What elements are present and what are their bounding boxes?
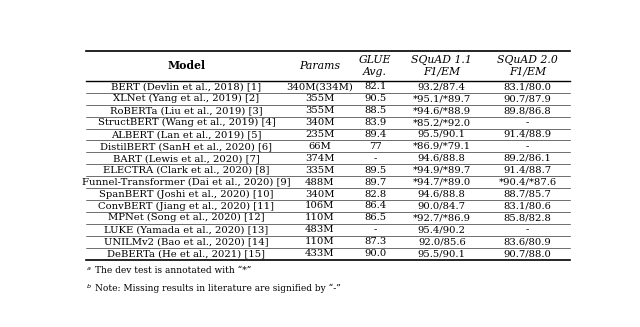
Text: 92.0/85.6: 92.0/85.6 [418, 237, 466, 246]
Text: ALBERT (Lan et al., 2019) [5]: ALBERT (Lan et al., 2019) [5] [111, 130, 262, 139]
Text: 94.6/88.8: 94.6/88.8 [418, 154, 466, 163]
Text: 95.5/90.1: 95.5/90.1 [418, 249, 466, 258]
Text: LUKE (Yamada et al., 2020) [13]: LUKE (Yamada et al., 2020) [13] [104, 225, 269, 234]
Text: 90.0/84.7: 90.0/84.7 [418, 201, 466, 211]
Text: SQuAD 2.0
F1/EM: SQuAD 2.0 F1/EM [497, 55, 558, 77]
Text: *95.1/*89.7: *95.1/*89.7 [413, 94, 471, 103]
Text: 91.4/88.7: 91.4/88.7 [504, 166, 552, 175]
Text: 340M(334M): 340M(334M) [286, 82, 353, 91]
Text: 91.4/88.9: 91.4/88.9 [504, 130, 552, 139]
Text: *92.7/*86.9: *92.7/*86.9 [413, 213, 471, 222]
Text: GLUE
Avg.: GLUE Avg. [359, 55, 392, 77]
Text: 90.7/87.9: 90.7/87.9 [504, 94, 552, 103]
Text: 89.7: 89.7 [364, 178, 387, 187]
Text: 89.4: 89.4 [364, 130, 387, 139]
Text: 95.5/90.1: 95.5/90.1 [418, 130, 466, 139]
Text: 235M: 235M [305, 130, 334, 139]
Text: 89.8/86.8: 89.8/86.8 [504, 106, 552, 115]
Text: 83.1/80.6: 83.1/80.6 [504, 201, 552, 211]
Text: XLNet (Yang et al., 2019) [2]: XLNet (Yang et al., 2019) [2] [113, 94, 259, 103]
Text: $^b$: $^b$ [86, 284, 92, 292]
Text: -: - [374, 154, 377, 163]
Text: SpanBERT (Joshi et al., 2020) [10]: SpanBERT (Joshi et al., 2020) [10] [99, 189, 274, 198]
Text: 110M: 110M [305, 213, 334, 222]
Text: 89.5: 89.5 [364, 166, 387, 175]
Text: 90.5: 90.5 [364, 94, 387, 103]
Text: 374M: 374M [305, 154, 334, 163]
Text: 90.0: 90.0 [364, 249, 387, 258]
Text: 82.1: 82.1 [364, 82, 387, 91]
Text: 355M: 355M [305, 106, 334, 115]
Text: 83.9: 83.9 [364, 118, 387, 127]
Text: DeBERTa (He et al., 2021) [15]: DeBERTa (He et al., 2021) [15] [108, 249, 266, 258]
Text: *90.4/*87.6: *90.4/*87.6 [499, 178, 557, 187]
Text: ELECTRA (Clark et al., 2020) [8]: ELECTRA (Clark et al., 2020) [8] [103, 166, 269, 175]
Text: 95.4/90.2: 95.4/90.2 [418, 225, 466, 234]
Text: 106M: 106M [305, 201, 334, 211]
Text: 93.2/87.4: 93.2/87.4 [418, 82, 466, 91]
Text: 88.7/85.7: 88.7/85.7 [504, 190, 552, 198]
Text: 483M: 483M [305, 225, 334, 234]
Text: *86.9/*79.1: *86.9/*79.1 [413, 142, 471, 151]
Text: 355M: 355M [305, 94, 334, 103]
Text: 66M: 66M [308, 142, 331, 151]
Text: *94.6/*88.9: *94.6/*88.9 [413, 106, 471, 115]
Text: 433M: 433M [305, 249, 334, 258]
Text: 77: 77 [369, 142, 381, 151]
Text: 488M: 488M [305, 178, 334, 187]
Text: -: - [526, 142, 529, 151]
Text: 83.6/80.9: 83.6/80.9 [504, 237, 552, 246]
Text: Params: Params [299, 61, 340, 71]
Text: The dev test is annotated with “*”: The dev test is annotated with “*” [95, 266, 252, 275]
Text: 94.6/88.8: 94.6/88.8 [418, 190, 466, 198]
Text: 88.5: 88.5 [364, 106, 387, 115]
Text: *85.2/*92.0: *85.2/*92.0 [413, 118, 471, 127]
Text: -: - [526, 225, 529, 234]
Text: 110M: 110M [305, 237, 334, 246]
Text: StructBERT (Wang et al., 2019) [4]: StructBERT (Wang et al., 2019) [4] [97, 118, 275, 127]
Text: 340M: 340M [305, 190, 334, 198]
Text: 89.2/86.1: 89.2/86.1 [504, 154, 552, 163]
Text: *94.7/*89.0: *94.7/*89.0 [413, 178, 471, 187]
Text: *94.9/*89.7: *94.9/*89.7 [413, 166, 471, 175]
Text: 86.4: 86.4 [364, 201, 387, 211]
Text: -: - [374, 225, 377, 234]
Text: 335M: 335M [305, 166, 334, 175]
Text: BERT (Devlin et al., 2018) [1]: BERT (Devlin et al., 2018) [1] [111, 82, 262, 91]
Text: SQuAD 1.1
F1/EM: SQuAD 1.1 F1/EM [412, 55, 472, 77]
Text: 90.7/88.0: 90.7/88.0 [504, 249, 552, 258]
Text: Funnel-Transformer (Dai et al., 2020) [9]: Funnel-Transformer (Dai et al., 2020) [9… [82, 178, 291, 187]
Text: -: - [526, 118, 529, 127]
Text: ConvBERT (Jiang et al., 2020) [11]: ConvBERT (Jiang et al., 2020) [11] [99, 201, 275, 211]
Text: UNILMv2 (Bao et al., 2020) [14]: UNILMv2 (Bao et al., 2020) [14] [104, 237, 269, 246]
Text: Note: Missing results in literature are signified by “-”: Note: Missing results in literature are … [95, 284, 340, 293]
Text: RoBERTa (Liu et al., 2019) [3]: RoBERTa (Liu et al., 2019) [3] [110, 106, 262, 115]
Text: MPNet (Song et al., 2020) [12]: MPNet (Song et al., 2020) [12] [108, 213, 265, 222]
Text: 85.8/82.8: 85.8/82.8 [504, 213, 552, 222]
Text: 87.3: 87.3 [364, 237, 387, 246]
Text: DistilBERT (SanH et al., 2020) [6]: DistilBERT (SanH et al., 2020) [6] [100, 142, 273, 151]
Text: Model: Model [167, 60, 205, 71]
Text: $^a$: $^a$ [86, 266, 92, 275]
Text: 86.5: 86.5 [364, 213, 387, 222]
Text: BART (Lewis et al., 2020) [7]: BART (Lewis et al., 2020) [7] [113, 154, 260, 163]
Text: 82.8: 82.8 [364, 190, 387, 198]
Text: 83.1/80.0: 83.1/80.0 [504, 82, 552, 91]
Text: 340M: 340M [305, 118, 334, 127]
